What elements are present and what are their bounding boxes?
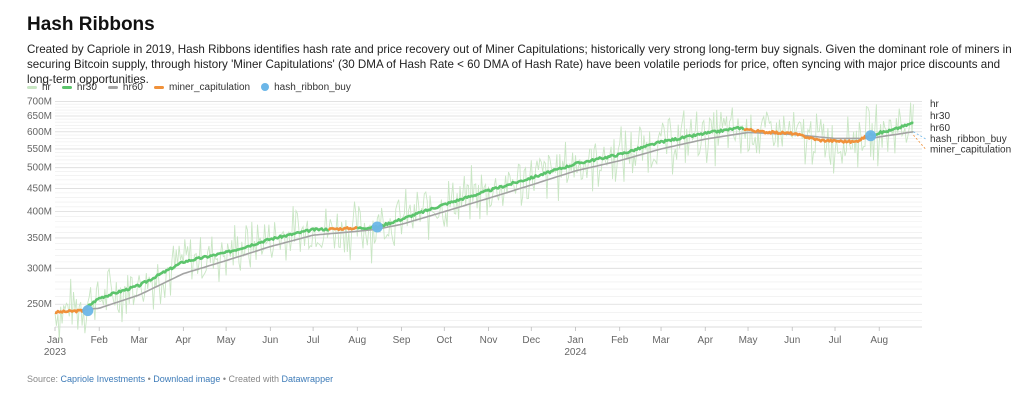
end-label-hr30: hr30 xyxy=(930,111,950,122)
y-tick-label: 700M xyxy=(27,96,52,107)
y-tick-label: 250M xyxy=(27,299,52,310)
x-tick-label: Nov xyxy=(480,335,498,346)
hash-ribbon-buy-point xyxy=(865,130,877,142)
end-label-hr60: hr60 xyxy=(930,123,950,134)
series-miner-capitulation-line xyxy=(54,305,88,315)
x-tick-label: Jun xyxy=(784,335,800,346)
x-tick-label: May xyxy=(739,335,758,346)
legend-label-hash-ribbon-buy: hash_ribbon_buy xyxy=(274,81,351,93)
source-label: Source: xyxy=(27,374,59,384)
y-tick-label: 500M xyxy=(27,163,52,174)
x-tick-label: Apr xyxy=(697,335,713,346)
x-tick-label: Feb xyxy=(611,335,629,346)
chart-title: Hash Ribbons xyxy=(27,14,155,35)
y-tick-label: 650M xyxy=(27,111,52,122)
legend-swatch-hr30 xyxy=(61,85,72,89)
legend-label-hr30: hr30 xyxy=(76,81,97,93)
x-year-label: 2023 xyxy=(44,347,67,358)
legend-item-hr[interactable]: hr xyxy=(27,82,51,93)
chart-description: Created by Capriole in 2019, Hash Ribbon… xyxy=(27,43,1012,86)
x-axis: Jan Feb Mar Apr May Jun Jul Aug Sep Oct Nov Dec Jan F… xyxy=(44,326,922,358)
hash-ribbon-buy-point xyxy=(82,305,94,317)
legend-item-hr30[interactable]: hr30 xyxy=(61,81,97,93)
end-label-hr: hr xyxy=(930,99,940,110)
x-tick-label: Jul xyxy=(829,335,842,346)
legend-swatch-hr xyxy=(27,85,37,89)
x-tick-label: Mar xyxy=(652,335,670,346)
download-image-link[interactable]: Download image xyxy=(153,374,221,384)
legend: hr hr30 hr60 miner_capitulation hash_rib… xyxy=(27,80,362,94)
legend-item-miner-capitulation[interactable]: miner_capitulation xyxy=(153,81,251,93)
legend-swatch-hr60 xyxy=(107,85,118,89)
hash-ribbon-buy-point xyxy=(371,221,383,233)
end-label-hash-ribbon-buy: hash_ribbon_buy xyxy=(930,134,1007,145)
footer-created-with: • Created with xyxy=(222,374,280,384)
y-tick-label: 400M xyxy=(27,207,52,218)
x-tick-label: Aug xyxy=(348,335,366,346)
y-tick-label: 450M xyxy=(27,183,52,194)
x-tick-label: Aug xyxy=(870,335,888,346)
y-tick-label: 350M xyxy=(27,233,52,244)
source-link[interactable]: Capriole Investments xyxy=(60,374,146,384)
x-tick-label: Dec xyxy=(522,335,540,346)
x-tick-label: Jan xyxy=(47,335,63,346)
y-tick-label: 600M xyxy=(27,127,52,138)
connector-miner-capitulation xyxy=(913,134,927,150)
legend-label-hr60: hr60 xyxy=(122,81,143,93)
series-hr30-line xyxy=(357,125,745,230)
legend-item-hash-ribbon-buy[interactable]: hash_ribbon_buy xyxy=(261,82,351,93)
legend-label-hr: hr xyxy=(42,81,51,93)
x-tick-label: May xyxy=(217,335,236,346)
datawrapper-link[interactable]: Datawrapper xyxy=(281,374,334,384)
x-tick-label: Jul xyxy=(307,335,320,346)
y-tick-label: 550M xyxy=(27,144,52,155)
end-label-miner-capitulation: miner_capitulation xyxy=(930,145,1011,156)
series-miner-capitulation-line xyxy=(327,226,358,232)
grid-lines: 250M 300M 350M 400M 450M 500M 550M 600M 650M 700M xyxy=(27,96,922,321)
x-tick-label: Mar xyxy=(131,335,149,346)
series-hr30-line xyxy=(85,227,329,308)
x-tick-label: Feb xyxy=(91,335,109,346)
legend-item-hr60[interactable]: hr60 xyxy=(107,81,143,93)
y-tick-label: 300M xyxy=(27,263,52,274)
legend-swatch-miner-capitulation xyxy=(153,85,164,89)
footer: Source: Capriole Investments • Download … xyxy=(27,374,333,384)
x-tick-label: Apr xyxy=(176,335,192,346)
x-tick-label: Oct xyxy=(437,335,453,346)
footer-separator: • xyxy=(147,374,151,384)
legend-swatch-hash-ribbon-buy xyxy=(261,83,270,91)
series-hr-line xyxy=(54,102,914,341)
x-year-label: 2024 xyxy=(564,347,587,358)
x-tick-label: Jun xyxy=(262,335,278,346)
legend-label-miner-capitulation: miner_capitulation xyxy=(168,81,251,93)
connector-hash-ribbon-buy xyxy=(913,131,927,140)
x-tick-label: Sep xyxy=(393,335,411,346)
series-hr30-line xyxy=(868,121,914,137)
x-tick-label: Jan xyxy=(567,335,583,346)
series-miner-capitulation-line xyxy=(743,127,871,144)
